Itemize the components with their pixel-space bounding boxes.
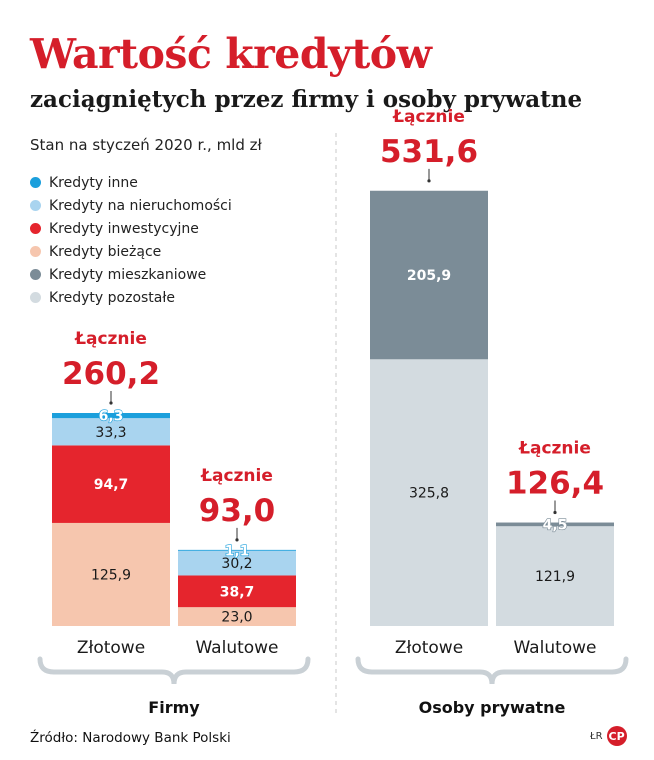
total-pointer-dot [553,510,557,515]
total-caption: Łącznie [518,439,591,459]
bar-segment [178,607,296,626]
data-label: 121,9 [535,569,575,585]
legend-swatch [30,269,41,280]
legend-item: Kredyty bieżące [30,240,232,263]
total-caption: Łącznie [392,107,465,127]
legend-swatch [30,223,41,234]
data-label: 33,3 [95,425,126,441]
legend-label: Kredyty bieżące [49,243,162,260]
chart-title: Wartość kredytów [30,30,432,78]
data-label: 4,5 [543,517,568,533]
total-caption: Łącznie [200,466,273,486]
data-label: 6,3 [99,409,124,425]
group-label: Osoby prywatne [419,698,566,717]
category-label: Walutowe [195,638,278,658]
publisher-logo: ŁR CP [590,726,627,746]
data-label: 23,0 [221,610,252,626]
legend-item: Kredyty na nieruchomości [30,194,232,217]
data-label: 125,9 [91,567,131,583]
legend-item: Kredyty inwestycyjne [30,217,232,240]
category-label: Złotowe [395,638,463,658]
bar-segment [52,418,170,446]
bar-segment [178,575,296,608]
units-note: Stan na styczeń 2020 r., mld zł [30,136,262,154]
total-pointer-dot [235,538,239,542]
bar-segment [178,549,296,551]
group-bracket [37,656,311,685]
bar-segment [370,190,488,360]
legend-item: Kredyty inne [30,171,232,194]
bar-segment [52,413,170,419]
legend-label: Kredyty pozostałe [49,289,175,306]
legend-swatch [30,177,41,188]
total-caption: Łącznie [74,329,147,349]
total-pointer-dot [109,401,113,405]
data-label: 94,7 [94,477,129,493]
legend-swatch [30,246,41,257]
total-pointer-dot [427,179,431,183]
bar-segment [496,522,614,527]
legend-item: Kredyty mieszkaniowe [30,263,232,286]
author-initials: ŁR [590,730,603,742]
bar-segment [178,550,296,576]
data-label: 325,8 [409,486,449,502]
group-bracket [355,656,629,685]
chart-subtitle: zaciągniętych przez firmy i osoby prywat… [30,86,583,113]
bar-segment [52,445,170,523]
category-label: Walutowe [513,638,596,658]
total-value: 126,4 [506,466,604,502]
legend-label: Kredyty na nieruchomości [49,197,232,214]
data-label: 30,2 [221,556,252,572]
bar-segment [52,522,170,626]
legend: Kredyty inne Kredyty na nieruchomości Kr… [30,171,232,309]
data-label: 38,7 [220,584,255,600]
legend-swatch [30,292,41,303]
data-label: 205,9 [407,268,451,284]
source-note: Źródło: Narodowy Bank Polski [30,730,231,746]
legend-swatch [30,200,41,211]
legend-label: Kredyty inwestycyjne [49,220,199,237]
legend-label: Kredyty mieszkaniowe [49,266,207,283]
total-value: 93,0 [199,493,276,529]
bar-segment [496,526,614,626]
category-label: Złotowe [77,638,145,658]
total-value: 260,2 [62,356,160,392]
legend-item: Kredyty pozostałe [30,286,232,309]
bar-segment [370,359,488,626]
data-label: 1,1 [225,543,250,559]
logo-mark: CP [606,726,627,746]
group-label: Firmy [148,698,200,717]
legend-label: Kredyty inne [49,174,138,191]
total-value: 531,6 [380,134,478,170]
